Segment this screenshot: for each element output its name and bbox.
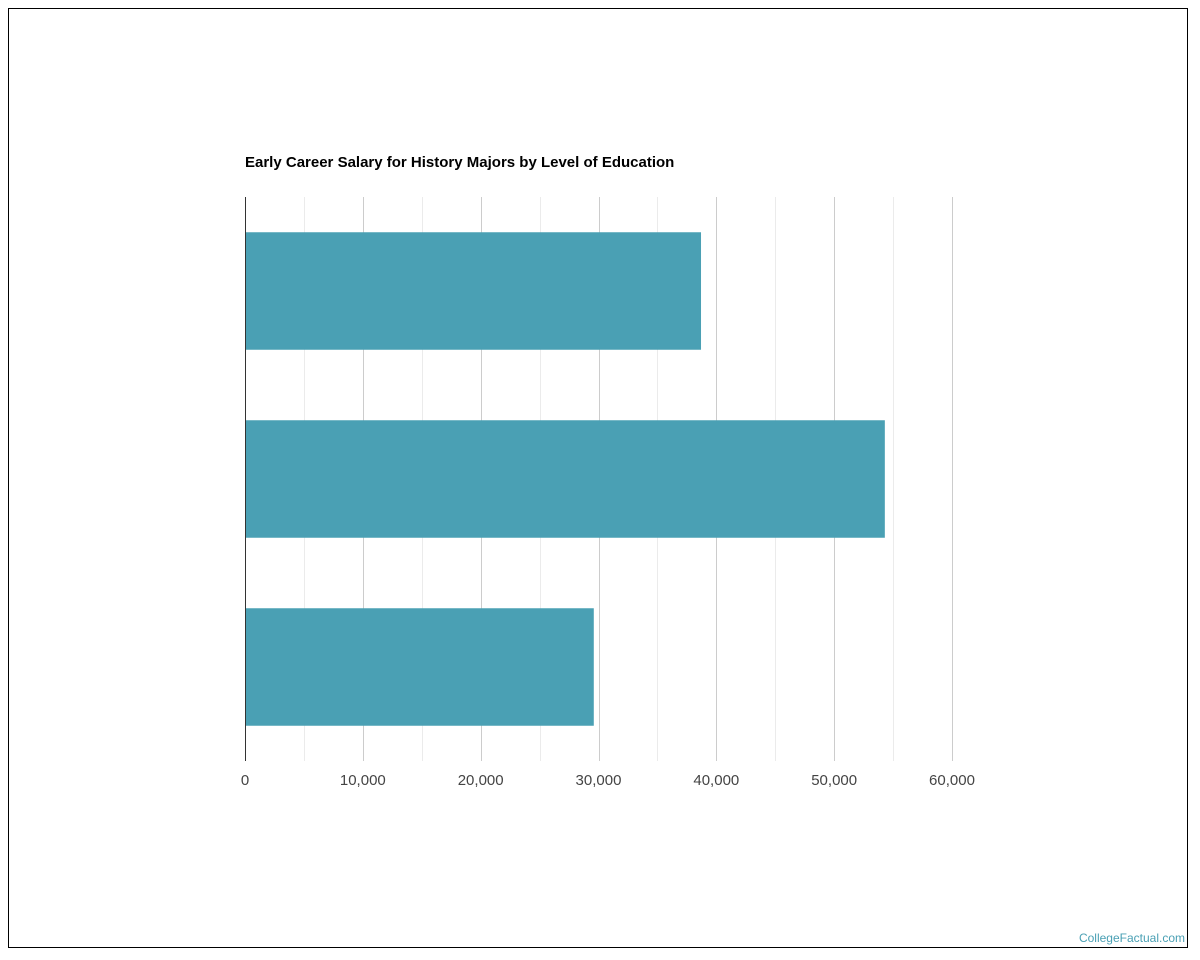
- bar: [245, 232, 702, 350]
- x-tick-label: 50,000: [811, 772, 857, 789]
- x-tick-label: 20,000: [458, 772, 504, 789]
- x-tick-label: 40,000: [693, 772, 739, 789]
- credit-link[interactable]: CollegeFactual.com: [1078, 931, 1185, 945]
- bars: [245, 232, 885, 726]
- x-tick-label: 30,000: [576, 772, 622, 789]
- x-tick-label: 10,000: [340, 772, 386, 789]
- bar: [245, 420, 885, 538]
- x-tick-label: 60,000: [929, 772, 975, 789]
- x-tick-label: 0: [241, 772, 249, 789]
- chart-title: Early Career Salary for History Majors b…: [245, 154, 675, 171]
- x-tick-labels: 0 10,000 20,000 30,000 40,000 50,000 60,000: [241, 772, 975, 789]
- bar: [245, 608, 594, 726]
